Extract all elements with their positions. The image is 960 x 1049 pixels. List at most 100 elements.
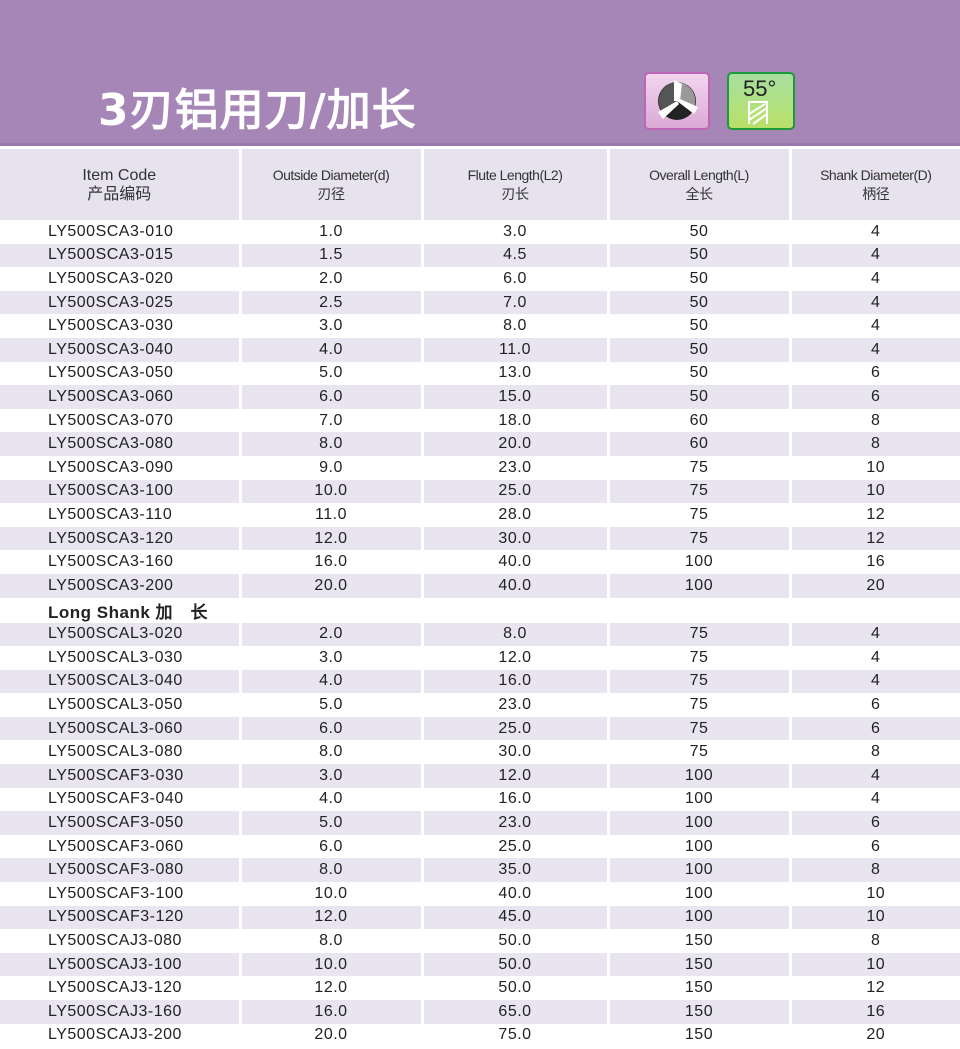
- table-cell: 23.0: [420, 811, 608, 835]
- table-cell: LY500SCA3-020: [48, 269, 174, 287]
- column-header-en: Flute Length(L2): [467, 166, 563, 183]
- table-cell: 4: [788, 220, 960, 244]
- table-cell: 10: [788, 905, 960, 930]
- table-cell: 4.0: [238, 787, 422, 812]
- table-cell: 25.0: [420, 834, 608, 859]
- table-cell: 2.0: [238, 622, 422, 647]
- table-cell: 7.0: [420, 290, 608, 315]
- table-cell: 30.0: [420, 526, 608, 551]
- table-cell: 100: [606, 882, 790, 906]
- table-cell: 5.0: [238, 361, 422, 386]
- table-cell: 10: [788, 882, 960, 906]
- table-row: LY500SCA3-015 1.5 4.5 50 4: [0, 243, 960, 268]
- table-cell: LY500SCA3-050: [48, 364, 174, 382]
- table-row: LY500SCAL3-040 4.0 16.0 75 4: [0, 669, 960, 694]
- column-header: Flute Length(L2) 刃长: [420, 149, 608, 220]
- table-row: LY500SCAL3-050 5.0 23.0 75 6: [0, 693, 960, 717]
- table-cell: 25.0: [420, 716, 608, 741]
- table-cell: LY500SCAJ3-160: [0, 1000, 240, 1024]
- table-cell: 40.0: [420, 882, 608, 906]
- table-cell: LY500SCAL3-040: [0, 669, 240, 694]
- table-cell: 18.0: [420, 408, 608, 433]
- column-header-zh: 全长: [685, 185, 714, 202]
- table-cell: LY500SCA3-010: [48, 222, 174, 240]
- table-cell: 150: [606, 1023, 790, 1048]
- table-cell: 12: [788, 503, 960, 527]
- table-cell: LY500SCAL3-050: [48, 696, 183, 714]
- table-row: LY500SCAJ3-160 16.0 65.0 150 16: [0, 1000, 960, 1024]
- table-cell: 15.0: [420, 385, 608, 409]
- table-cell: LY500SCAJ3-080: [48, 932, 182, 950]
- column-header-zh: 刃径: [317, 185, 346, 202]
- table-cell: 16.0: [238, 1000, 422, 1024]
- table-cell: 50: [606, 337, 790, 362]
- title-banner: 3刃铝用刀/加长 55°: [0, 0, 960, 146]
- table-cell: 12.0: [420, 764, 608, 788]
- table-cell: LY500SCAL3-060: [0, 716, 240, 741]
- table-cell: LY500SCA3-030: [48, 317, 174, 335]
- table-cell: LY500SCAF3-040: [48, 790, 184, 808]
- table-cell: 50: [606, 243, 790, 268]
- table-cell: 2.5: [238, 290, 422, 315]
- column-header: Overall Length(L) 全长: [606, 149, 790, 220]
- table-cell: 100: [606, 787, 790, 812]
- table-cell: LY500SCAF3-050: [0, 811, 240, 835]
- table-cell: 16.0: [420, 669, 608, 694]
- table-cell: 3.0: [238, 314, 422, 338]
- table-cell: LY500SCAF3-030: [0, 764, 240, 788]
- table-cell: 60: [606, 408, 790, 433]
- table-cell: 100: [606, 834, 790, 859]
- table-cell: 10: [788, 455, 960, 480]
- table-cell: 4: [788, 337, 960, 362]
- table-cell: 60: [606, 432, 790, 456]
- table-cell: 12.0: [420, 646, 608, 670]
- table-cell: LY500SCA3-160: [48, 553, 174, 571]
- table-cell: 4: [788, 669, 960, 694]
- table-cell: 50: [606, 361, 790, 386]
- table-cell: 10.0: [238, 952, 422, 977]
- table-cell: 40.0: [420, 550, 608, 574]
- table-cell: LY500SCAJ3-200: [48, 1026, 182, 1044]
- table-cell: 2.0: [238, 267, 422, 291]
- table-cell: LY500SCAL3-020: [0, 622, 240, 647]
- section-row: Long Shank 加 长: [0, 597, 960, 623]
- column-header-en: Shank Diameter(D): [820, 166, 932, 183]
- table-row: LY500SCA3-120 12.0 30.0 75 12: [0, 526, 960, 551]
- table-cell: 28.0: [420, 503, 608, 527]
- column-header-zh: 刃长: [501, 185, 530, 202]
- table-cell: 4: [788, 290, 960, 315]
- table-cell: 50: [606, 290, 790, 315]
- table-cell: 20.0: [238, 573, 422, 598]
- table-cell: LY500SCAF3-060: [48, 837, 184, 855]
- table-cell: LY500SCAF3-120: [0, 905, 240, 930]
- table-cell: 75: [606, 455, 790, 480]
- table-cell: 9.0: [238, 455, 422, 480]
- table-cell: 50.0: [420, 952, 608, 977]
- column-header-en: Item Code: [82, 166, 157, 184]
- table-cell: 20.0: [420, 432, 608, 456]
- table-cell: 12: [788, 526, 960, 551]
- table-cell: 1.5: [238, 243, 422, 268]
- table-cell: 75: [606, 622, 790, 647]
- table-cell: 6: [788, 834, 960, 859]
- table-cell: 150: [606, 1000, 790, 1024]
- table-cell: LY500SCA3-070: [48, 411, 174, 429]
- table-row: LY500SCAL3-060 6.0 25.0 75 6: [0, 716, 960, 741]
- table-row: LY500SCA3-020 2.0 6.0 50 4: [0, 267, 960, 291]
- table-row: LY500SCA3-010 1.0 3.0 50 4: [0, 220, 960, 244]
- table-row: LY500SCAJ3-120 12.0 50.0 150 12: [0, 976, 960, 1000]
- table-cell: 20: [788, 1023, 960, 1048]
- column-header: Outside Diameter(d) 刃径: [238, 149, 422, 220]
- table-cell: 100: [606, 573, 790, 598]
- table-cell: 4: [788, 622, 960, 647]
- table-row: LY500SCAF3-060 6.0 25.0 100 6: [0, 834, 960, 859]
- table-cell: 4: [788, 646, 960, 670]
- table-cell: 30.0: [420, 740, 608, 765]
- table-cell: 23.0: [420, 693, 608, 717]
- table-cell: 50.0: [420, 976, 608, 1000]
- table-cell: 100: [606, 550, 790, 574]
- table-cell: 50: [606, 385, 790, 409]
- table-row: LY500SCA3-025 2.5 7.0 50 4: [0, 290, 960, 315]
- table-cell: 10: [788, 479, 960, 504]
- table-cell: 6.0: [238, 385, 422, 409]
